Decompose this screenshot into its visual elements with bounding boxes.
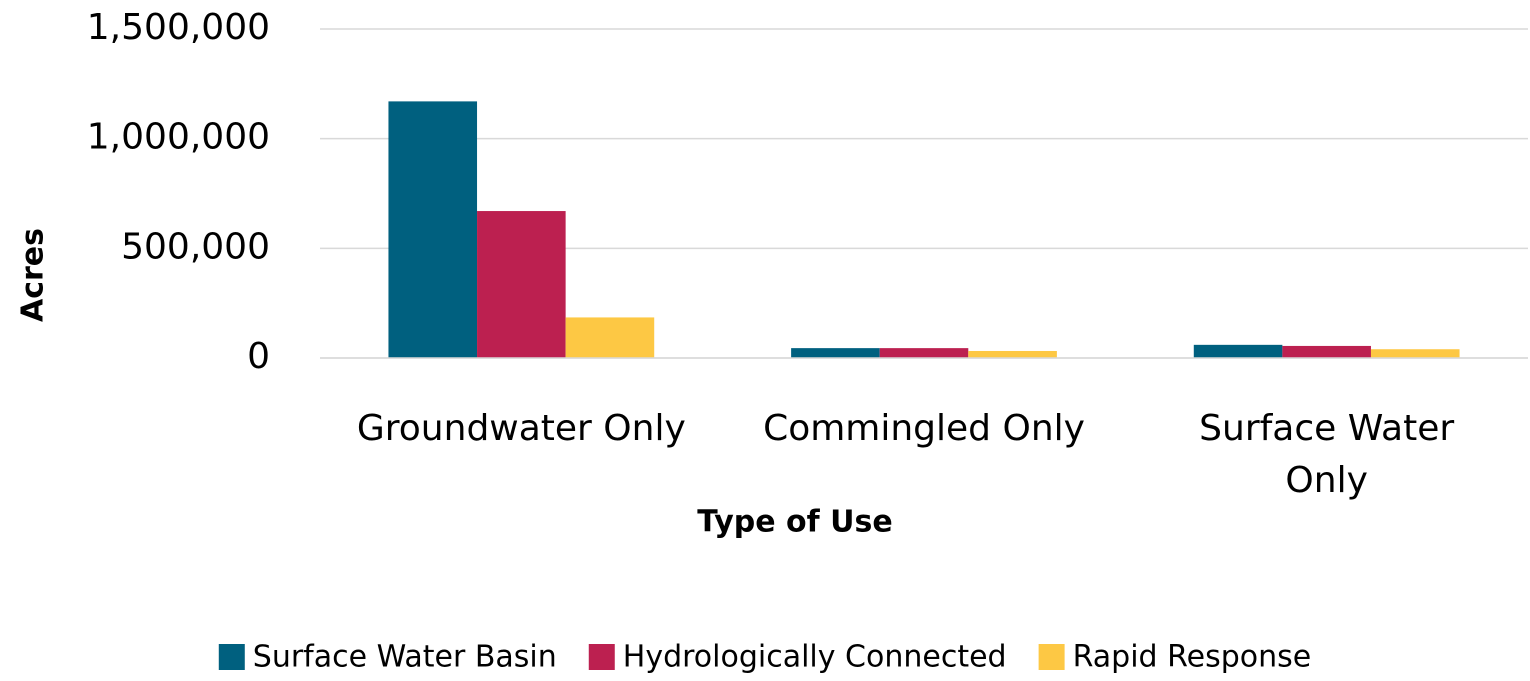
bar xyxy=(388,101,478,358)
legend-label: Hydrologically Connected xyxy=(623,640,1007,675)
bar xyxy=(1282,345,1371,358)
legend-swatch xyxy=(1038,644,1065,670)
bar xyxy=(968,350,1057,358)
bar xyxy=(791,348,880,358)
bar xyxy=(1193,344,1283,358)
x-tick-label: Commingled Only xyxy=(763,408,1085,449)
y-tick-label: 1,500,000 xyxy=(87,7,270,48)
bar xyxy=(1370,349,1460,358)
x-tick-label: Surface Water Only xyxy=(1199,408,1454,501)
x-tick-label: Groundwater Only xyxy=(357,408,686,449)
bar xyxy=(477,211,566,358)
y-tick-label: 0 xyxy=(247,336,270,377)
y-tick-label: 1,000,000 xyxy=(87,117,270,158)
bar xyxy=(879,348,969,358)
legend-swatch xyxy=(588,644,615,670)
legend-label: Surface Water Basin xyxy=(253,640,557,675)
x-axis-title: Type of Use xyxy=(697,505,892,540)
legend-swatch xyxy=(218,644,245,670)
y-axis-title: Acres xyxy=(16,228,51,322)
bar xyxy=(565,317,655,358)
legend-label: Rapid Response xyxy=(1073,640,1312,675)
y-tick-label: 500,000 xyxy=(121,226,270,267)
